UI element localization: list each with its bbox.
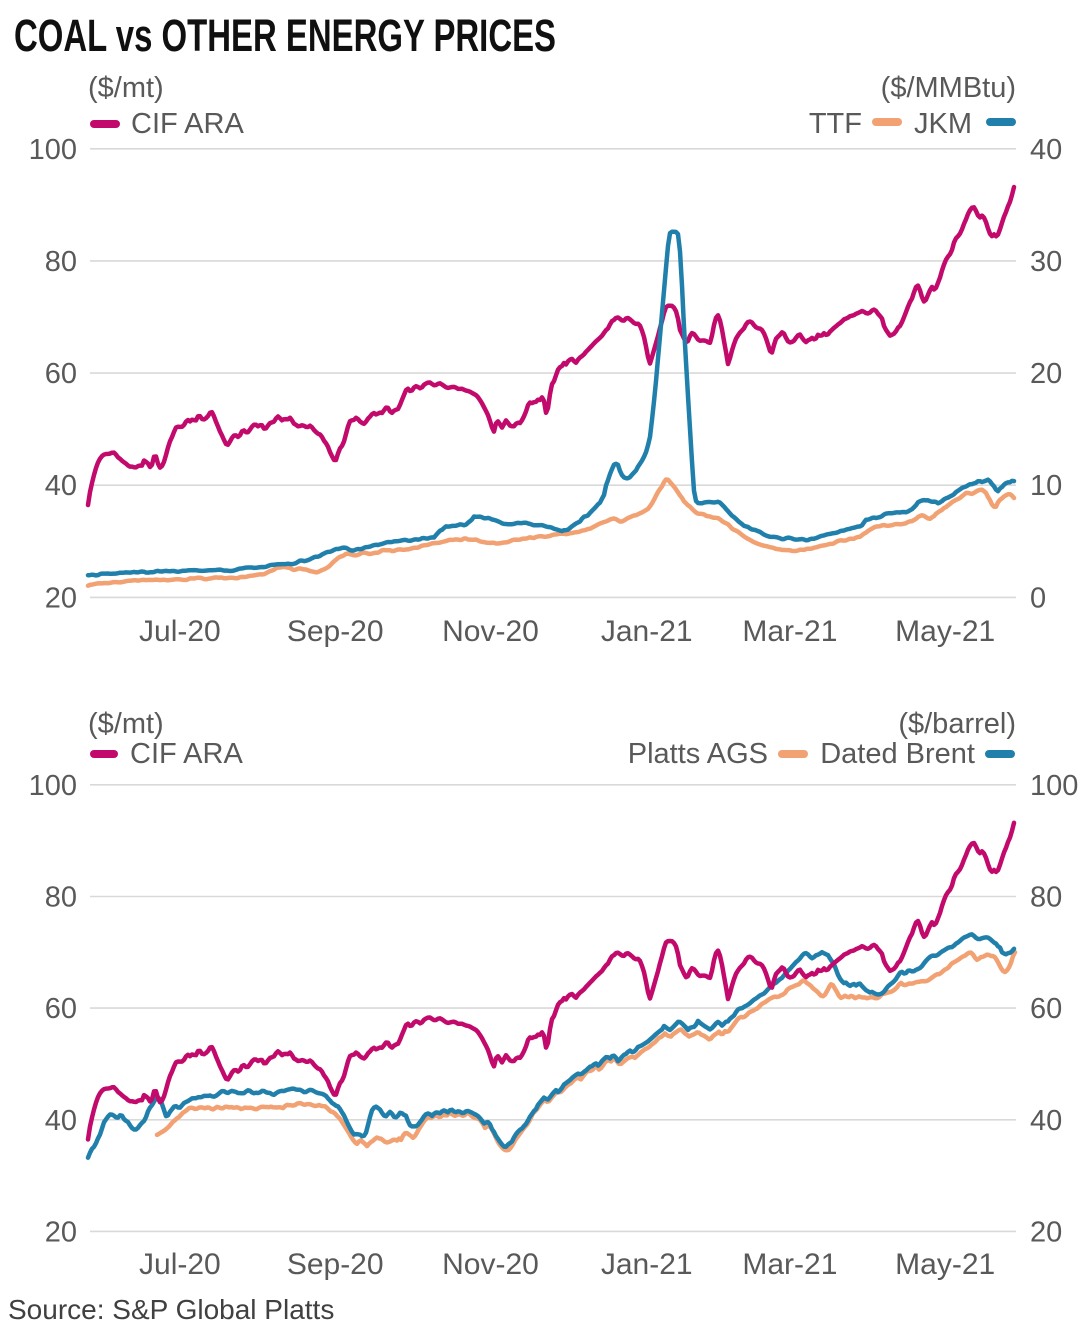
svg-text:May-21: May-21 — [895, 615, 995, 648]
svg-text:Jul-20: Jul-20 — [139, 615, 221, 648]
svg-text:30: 30 — [1030, 246, 1062, 278]
svg-text:Jan-21: Jan-21 — [601, 1248, 693, 1281]
svg-text:Platts AGS: Platts AGS — [628, 738, 768, 770]
svg-text:80: 80 — [45, 246, 77, 278]
svg-text:Mar-21: Mar-21 — [742, 1248, 837, 1281]
svg-text:80: 80 — [45, 882, 77, 914]
svg-text:Jul-20: Jul-20 — [139, 1248, 221, 1281]
svg-text:Sep-20: Sep-20 — [287, 615, 384, 648]
svg-text:20: 20 — [1030, 358, 1062, 390]
svg-text:80: 80 — [1030, 882, 1062, 914]
svg-text:JKM: JKM — [914, 108, 972, 140]
svg-text:Source: S&P Global Platts: Source: S&P Global Platts — [8, 1294, 334, 1325]
svg-text:40: 40 — [45, 470, 77, 502]
svg-text:May-21: May-21 — [895, 1248, 995, 1281]
svg-text:TTF: TTF — [809, 108, 862, 140]
svg-text:Nov-20: Nov-20 — [442, 1248, 539, 1281]
svg-text:($/mt): ($/mt) — [88, 72, 164, 104]
svg-text:20: 20 — [45, 582, 77, 614]
svg-text:CIF ARA: CIF ARA — [131, 108, 244, 140]
svg-text:20: 20 — [45, 1216, 77, 1248]
svg-text:100: 100 — [29, 134, 77, 166]
svg-text:60: 60 — [45, 358, 77, 390]
svg-text:($/barrel): ($/barrel) — [898, 708, 1016, 740]
svg-text:100: 100 — [1030, 770, 1078, 802]
svg-text:COAL vs OTHER ENERGY PRICES: COAL vs OTHER ENERGY PRICES — [14, 10, 556, 61]
svg-text:10: 10 — [1030, 470, 1062, 502]
svg-text:($/mt): ($/mt) — [88, 708, 164, 740]
svg-text:100: 100 — [29, 770, 77, 802]
svg-text:40: 40 — [45, 1105, 77, 1137]
svg-text:60: 60 — [1030, 993, 1062, 1025]
svg-text:Sep-20: Sep-20 — [287, 1248, 384, 1281]
svg-text:20: 20 — [1030, 1216, 1062, 1248]
svg-text:Dated Brent: Dated Brent — [820, 738, 975, 770]
svg-text:Nov-20: Nov-20 — [442, 615, 539, 648]
svg-text:Jan-21: Jan-21 — [601, 615, 693, 648]
svg-text:Mar-21: Mar-21 — [742, 615, 837, 648]
svg-text:40: 40 — [1030, 1105, 1062, 1137]
svg-text:0: 0 — [1030, 582, 1046, 614]
svg-text:($/MMBtu): ($/MMBtu) — [881, 72, 1016, 104]
svg-text:60: 60 — [45, 993, 77, 1025]
svg-text:CIF ARA: CIF ARA — [130, 738, 243, 770]
svg-text:40: 40 — [1030, 134, 1062, 166]
